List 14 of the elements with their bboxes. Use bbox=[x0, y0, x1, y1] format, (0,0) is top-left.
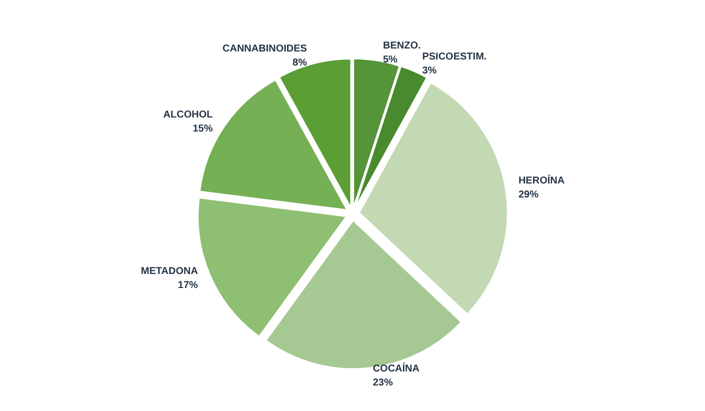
data-label: 8% bbox=[292, 57, 308, 68]
slice-label: BENZO. bbox=[382, 40, 421, 52]
data-label: 17% bbox=[178, 280, 198, 291]
data-label: 3% bbox=[422, 66, 437, 77]
slice-label: PSICOESTIM. bbox=[422, 52, 487, 63]
data-label: 5% bbox=[382, 54, 398, 66]
data-label: 15% bbox=[192, 124, 213, 135]
slice-label: ALCOHOL bbox=[163, 110, 213, 121]
slice-label: CANNABINOIDES bbox=[222, 43, 308, 54]
slice-label: METADONA bbox=[140, 266, 198, 277]
slice-label: COCAÍNA bbox=[372, 362, 420, 374]
data-label: 23% bbox=[372, 377, 393, 388]
slice-label: HEROÍNA bbox=[518, 174, 565, 187]
data-label: 29% bbox=[518, 190, 539, 201]
